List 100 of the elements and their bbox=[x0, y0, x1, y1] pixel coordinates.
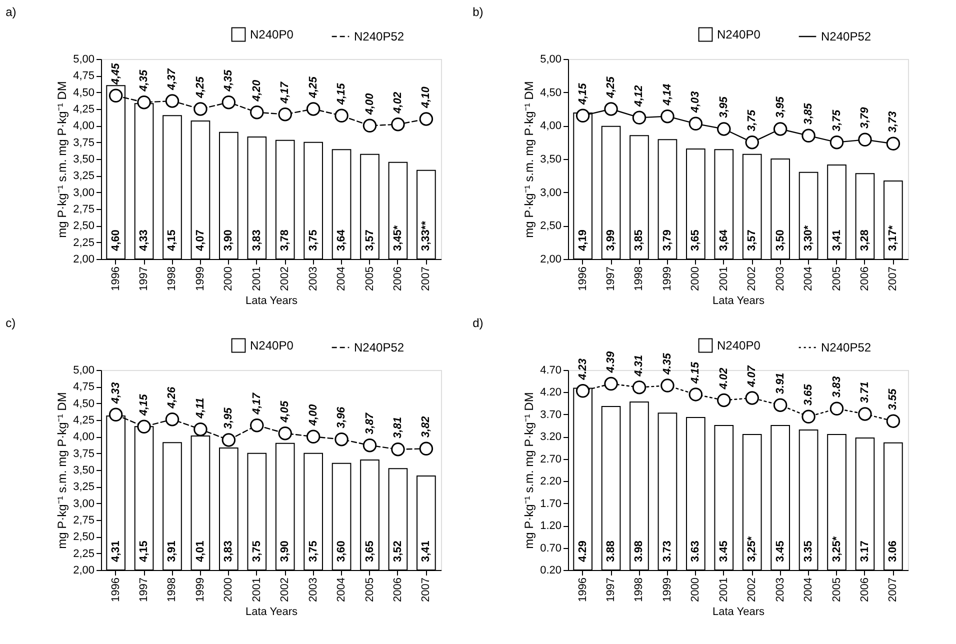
chart-title: b) bbox=[472, 5, 484, 19]
point bbox=[576, 384, 590, 398]
data-label: 4,10 bbox=[420, 86, 432, 109]
point bbox=[391, 117, 405, 132]
x-tick-label: 2002 bbox=[279, 578, 292, 602]
chart-title: c) bbox=[6, 316, 16, 330]
data-label: 3,87 bbox=[364, 412, 376, 434]
y-tick-label: 4.70 bbox=[540, 364, 562, 376]
data-label: 3.63 bbox=[690, 540, 702, 562]
x-axis-title: Lata Years bbox=[246, 294, 298, 307]
point bbox=[306, 102, 320, 116]
data-label: 4,15 bbox=[576, 82, 589, 106]
x-tick-label: 2002 bbox=[746, 266, 758, 291]
x-tick-label: 2006 bbox=[858, 266, 871, 291]
data-label: 3,96 bbox=[336, 406, 348, 428]
x-tick-label: 2001 bbox=[250, 578, 263, 602]
x-tick-label: 2003 bbox=[307, 578, 320, 602]
data-label: 3.06 bbox=[887, 540, 900, 562]
point bbox=[108, 408, 123, 422]
point bbox=[830, 402, 844, 416]
data-label: 3,95 bbox=[222, 406, 235, 429]
y-tick-label: 4,25 bbox=[73, 414, 94, 426]
data-label: 3.88 bbox=[605, 540, 618, 562]
point bbox=[830, 135, 844, 150]
y-axis-title: mg P·kg⁻¹ s.m. mg P·kg⁻¹ DM bbox=[522, 81, 536, 238]
data-label: 3,73 bbox=[887, 111, 900, 133]
point bbox=[278, 107, 292, 122]
y-tick-label: 3,00 bbox=[540, 186, 562, 199]
data-label: 4,25 bbox=[194, 76, 206, 99]
data-label: 4,11 bbox=[194, 398, 206, 420]
y-tick-label: 4,00 bbox=[540, 120, 562, 132]
data-label: 4,19 bbox=[576, 230, 589, 251]
y-tick-label: 2,25 bbox=[73, 236, 94, 249]
data-label: 3,95 bbox=[774, 96, 786, 118]
point bbox=[802, 128, 816, 143]
point bbox=[250, 418, 264, 432]
y-tick-label: 2,50 bbox=[73, 531, 94, 544]
data-label: 3.45 bbox=[774, 540, 786, 562]
y-tick-label: 3,50 bbox=[73, 154, 94, 166]
y-tick-label: 3,25 bbox=[73, 481, 94, 494]
data-label: 3,52 bbox=[392, 540, 404, 562]
y-tick-label: 3,00 bbox=[73, 498, 94, 510]
point bbox=[773, 398, 788, 412]
point bbox=[419, 442, 434, 456]
legend-label: N240P0 bbox=[717, 338, 761, 352]
data-label: 3,83 bbox=[222, 540, 235, 562]
x-tick-label: 1996 bbox=[110, 578, 122, 602]
chart-title: d) bbox=[472, 316, 484, 330]
legend-label: N240P52 bbox=[821, 340, 872, 354]
data-label: 4,45 bbox=[110, 62, 122, 86]
data-label: 3.17 bbox=[858, 540, 871, 562]
point bbox=[717, 122, 731, 136]
y-tick-label: 3.20 bbox=[540, 431, 562, 444]
y-tick-label: 2,00 bbox=[540, 254, 562, 266]
data-label: 4.23 bbox=[576, 358, 589, 381]
data-label: 4,02 bbox=[392, 92, 404, 114]
y-tick-label: 5,00 bbox=[73, 54, 94, 66]
y-tick-label: 0.20 bbox=[540, 564, 562, 576]
data-label: 3,25* bbox=[830, 536, 843, 562]
y-tick-label: 0.70 bbox=[540, 542, 562, 554]
point bbox=[362, 118, 377, 133]
y-tick-label: 5,00 bbox=[540, 54, 562, 66]
x-tick-label: 2006 bbox=[392, 266, 404, 291]
data-label: 4,33 bbox=[138, 230, 150, 251]
point bbox=[194, 102, 208, 116]
point bbox=[222, 433, 236, 447]
data-label: 3,91 bbox=[166, 540, 178, 562]
data-label: 4.31 bbox=[633, 354, 646, 378]
point bbox=[858, 407, 872, 421]
data-label: 3,95 bbox=[718, 96, 730, 118]
legend-label: N240P52 bbox=[821, 30, 872, 44]
data-label: 3.73 bbox=[661, 540, 674, 562]
x-tick-label: 1999 bbox=[194, 578, 206, 602]
data-label: 3.55 bbox=[887, 388, 900, 410]
chart-title: a) bbox=[6, 5, 16, 19]
x-tick-label: 2001 bbox=[718, 266, 730, 291]
data-label: 3,60 bbox=[336, 540, 348, 562]
point bbox=[362, 438, 377, 452]
x-tick-label: 1999 bbox=[194, 266, 206, 291]
legend-label: N240P52 bbox=[354, 30, 404, 44]
y-tick-label: 2,50 bbox=[73, 220, 94, 232]
x-tick-label: 2004 bbox=[802, 578, 815, 602]
x-tick-label: 1999 bbox=[661, 266, 674, 291]
y-tick-label: 3.70 bbox=[540, 408, 562, 421]
data-label: 4.02 bbox=[718, 368, 730, 390]
point bbox=[745, 391, 759, 405]
data-label: 3,28 bbox=[858, 230, 871, 251]
data-label: 3,82 bbox=[420, 416, 432, 438]
y-tick-label: 4.20 bbox=[540, 386, 562, 399]
point bbox=[334, 108, 348, 123]
data-label: 4,35 bbox=[138, 69, 150, 92]
data-label: 4,00 bbox=[307, 403, 320, 427]
y-tick-label: 3,50 bbox=[540, 154, 562, 166]
x-tick-label: 1997 bbox=[605, 266, 618, 291]
data-label: 4,12 bbox=[633, 85, 646, 108]
y-tick-label: 2,00 bbox=[73, 254, 94, 266]
point bbox=[773, 122, 788, 136]
x-tick-label: 2003 bbox=[774, 578, 786, 602]
x-tick-label: 2000 bbox=[222, 266, 235, 291]
x-tick-label: 1997 bbox=[605, 578, 618, 602]
